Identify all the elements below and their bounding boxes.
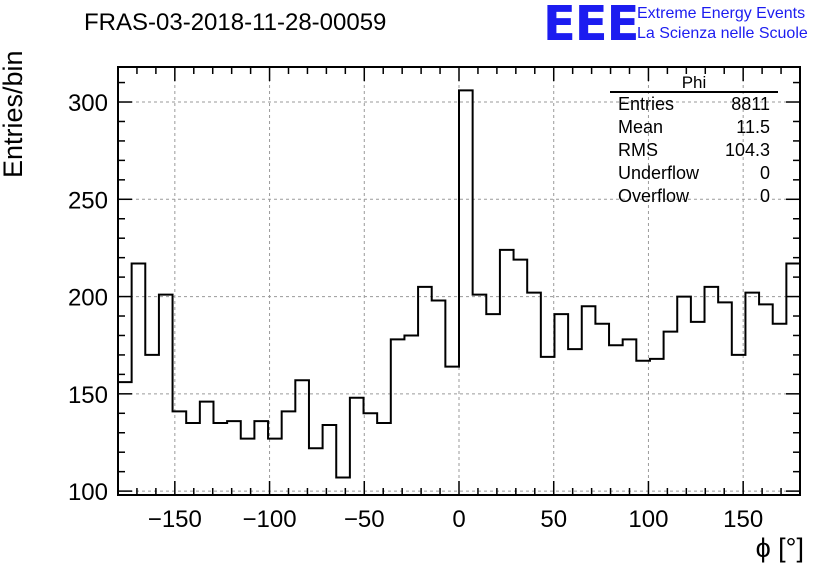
histogram-bin <box>759 304 773 495</box>
histogram-bin <box>364 413 378 495</box>
stats-value: 0 <box>760 186 770 206</box>
histogram-bin <box>514 260 528 495</box>
logo-line-2: La Scienza nelle Scuole <box>637 25 808 42</box>
histogram-bin <box>459 90 473 495</box>
x-tick-label: −100 <box>243 506 297 533</box>
histogram-bin <box>745 293 759 495</box>
histogram-bin <box>159 295 173 495</box>
histogram-bin <box>773 324 787 495</box>
stats-value: 11.5 <box>736 117 770 137</box>
histogram-bin <box>227 421 241 495</box>
stats-label: Overflow <box>618 186 690 206</box>
histogram-bin <box>254 421 268 495</box>
histogram-bin <box>568 349 582 495</box>
histogram-bin <box>404 335 418 495</box>
histogram-bin <box>650 359 664 495</box>
eee-logo: EEE <box>543 0 639 52</box>
histogram-bin <box>445 367 459 495</box>
histogram-bin <box>500 250 514 495</box>
histogram-bin <box>636 361 650 495</box>
x-axis-label: ϕ [°] <box>755 533 804 563</box>
histogram-bin <box>295 380 309 495</box>
histogram-bin <box>595 324 609 495</box>
stats-label: Mean <box>618 117 663 137</box>
histogram-bin <box>118 382 132 495</box>
histogram-bin <box>609 345 623 495</box>
histogram-bin <box>132 263 146 495</box>
histogram-bin <box>377 423 391 495</box>
histogram-bin <box>418 287 432 495</box>
histogram-outline <box>118 89 800 479</box>
y-tick-label: 300 <box>68 90 108 117</box>
histogram-bin <box>391 339 405 495</box>
logo-line-1: Extreme Energy Events <box>637 5 806 22</box>
histogram-bin <box>282 411 296 495</box>
histogram-bin <box>486 314 500 495</box>
histogram-bin <box>186 423 200 495</box>
x-tick-label: 100 <box>628 506 668 533</box>
stats-value: 8811 <box>731 94 770 114</box>
histogram-bin <box>541 357 555 495</box>
y-tick-label: 200 <box>68 285 108 312</box>
y-axis-label: Entries/bin <box>0 50 28 178</box>
histogram-bin <box>473 295 487 495</box>
histogram-bin <box>213 423 227 495</box>
y-tick-label: 250 <box>68 187 108 214</box>
x-tick-label: −50 <box>344 506 385 533</box>
y-tick-label: 100 <box>68 479 108 506</box>
x-tick-label: 150 <box>723 506 763 533</box>
histogram-bin <box>350 398 364 495</box>
histogram-bin <box>677 297 691 495</box>
stats-label: Underflow <box>618 163 700 183</box>
histogram-bin <box>554 314 568 495</box>
histogram-bin <box>705 287 719 495</box>
histogram-bin <box>432 300 446 495</box>
histogram-bin <box>582 306 596 495</box>
x-tick-label: 0 <box>452 506 465 533</box>
histogram-bin <box>200 402 214 495</box>
histogram-bin <box>241 439 255 495</box>
histogram-bin <box>718 302 732 495</box>
histogram-bin <box>623 339 637 495</box>
stats-label: RMS <box>618 140 658 160</box>
x-tick-label: −150 <box>148 506 202 533</box>
histogram-bin <box>323 425 337 495</box>
histogram-bin <box>145 355 159 495</box>
histogram-bin <box>786 263 800 495</box>
histogram-bin <box>664 332 678 495</box>
stats-value: 104.3 <box>725 140 770 160</box>
stats-name: Phi <box>682 73 707 92</box>
stats-value: 0 <box>760 163 770 183</box>
stats-label: Entries <box>618 94 674 114</box>
y-tick-label: 150 <box>68 382 108 409</box>
histogram-bin <box>691 322 705 495</box>
x-tick-label: 50 <box>540 506 567 533</box>
histogram-bin <box>309 448 323 495</box>
histogram-bin <box>336 477 350 495</box>
chart-title: FRAS-03-2018-11-28-00059 <box>84 9 387 36</box>
